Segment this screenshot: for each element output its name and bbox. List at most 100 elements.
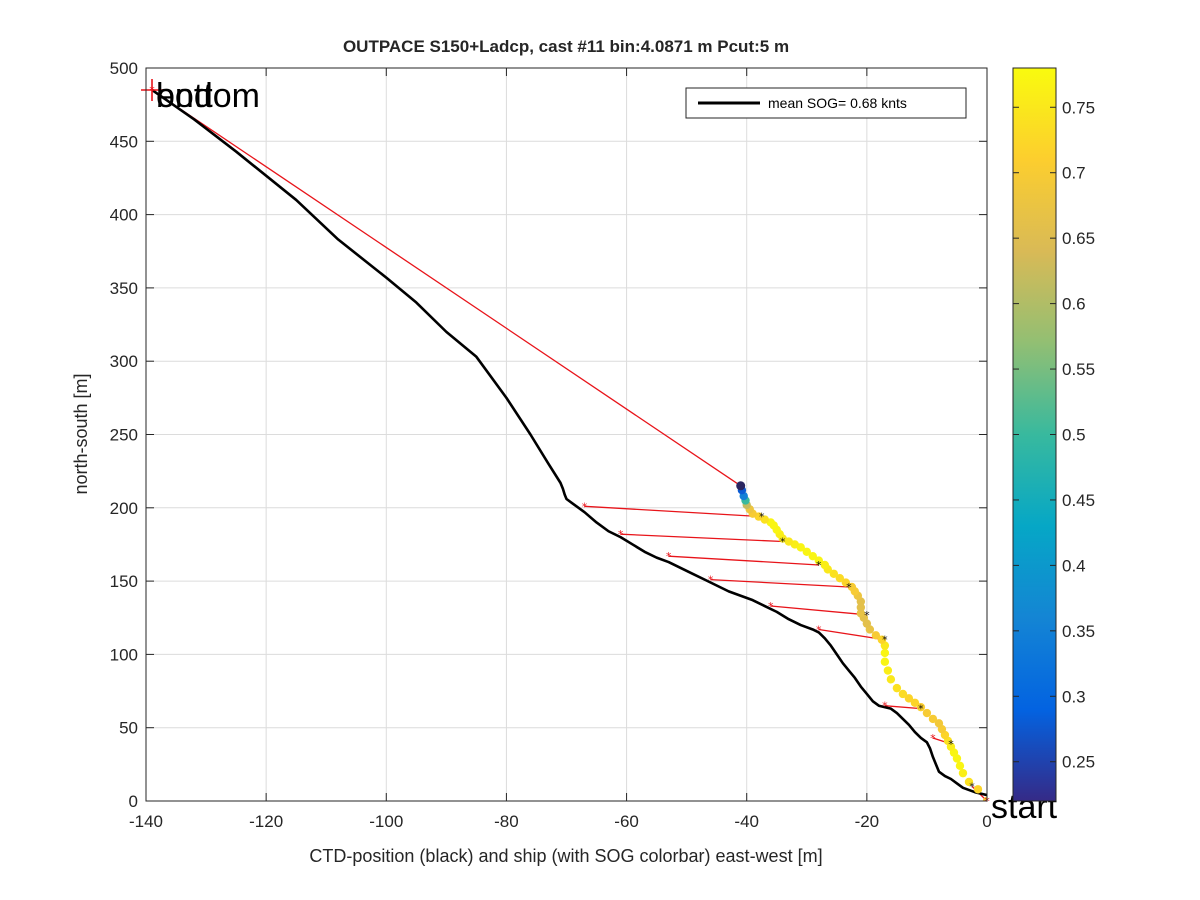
- ctd-marker: *: [708, 574, 714, 587]
- colorbar-tick-label: 0.55: [1062, 360, 1095, 379]
- ship-marker: *: [948, 738, 954, 751]
- ship-point: [802, 547, 811, 556]
- ship-point: [877, 635, 887, 644]
- y-tick-label: 450: [110, 132, 138, 151]
- y-tick-label: 0: [129, 792, 138, 811]
- ctd-marker: *: [816, 623, 822, 636]
- connector-line: [620, 533, 783, 543]
- ship-point: [928, 714, 938, 724]
- connector-line: [584, 505, 762, 518]
- y-tick-label: 500: [110, 59, 138, 78]
- annotation-bottom: bottom: [156, 77, 260, 115]
- y-tick-label: 350: [110, 279, 138, 298]
- y-tick-label: 250: [110, 426, 138, 445]
- ship-point: [973, 785, 983, 794]
- ship-marker: *: [882, 634, 888, 647]
- ship-point: [916, 702, 926, 712]
- ship-point: [808, 551, 817, 561]
- ship-point: [934, 719, 944, 728]
- ship-point: [910, 698, 920, 707]
- x-axis-ticks: -140 -120 -100 -80 -60 -40 -20 0: [129, 68, 992, 831]
- ship-marker: *: [846, 581, 852, 594]
- colorbar-tick-label: 0.25: [1062, 753, 1095, 772]
- ship-point: [964, 777, 974, 787]
- colorbar-ticks: 0.25 0.3 0.35 0.4 0.45 0.5 0.55 0.6 0.65 0.7 0.75: [1013, 98, 1095, 772]
- ship-point: [847, 582, 857, 592]
- colorbar-tick-label: 0.5: [1062, 426, 1086, 445]
- ship-marker: *: [816, 559, 822, 572]
- x-tick-label: -80: [494, 812, 519, 831]
- ship-point: [883, 666, 893, 675]
- ship-point: [856, 603, 866, 612]
- x-axis-label: CTD-position (black) and ship (with SOG …: [309, 846, 822, 866]
- y-tick-label: 50: [119, 719, 138, 738]
- x-tick-label: -20: [855, 812, 880, 831]
- ship-marker: *: [864, 609, 870, 622]
- ship-point: [856, 609, 866, 618]
- ctd-marker: *: [618, 528, 624, 541]
- ship-point: [922, 708, 932, 718]
- ctd-marker: *: [666, 550, 672, 563]
- ship-point: [835, 573, 845, 583]
- colorbar-tick-label: 0.7: [1062, 164, 1086, 183]
- ship-point: [982, 796, 987, 801]
- connector-line: [668, 555, 819, 566]
- colorbar-tick-label: 0.65: [1062, 229, 1095, 248]
- colorbar-tick-label: 0.4: [1062, 556, 1086, 575]
- colorbar-tick-label: 0.6: [1062, 295, 1086, 314]
- ctd-track-series: [151, 88, 987, 797]
- marker-layer: ********************: [141, 78, 990, 808]
- x-tick-label: -40: [734, 812, 759, 831]
- ship-point: [814, 556, 823, 565]
- ship-point: [892, 683, 902, 693]
- x-tick-label: -60: [614, 812, 639, 831]
- ctd-marker: *: [582, 500, 588, 513]
- x-tick-label: -120: [249, 812, 283, 831]
- x-tick-label: -140: [129, 812, 163, 831]
- ship-marker: *: [918, 703, 924, 716]
- connector-line: [151, 89, 742, 487]
- ship-point: [841, 578, 851, 587]
- y-tick-label: 400: [110, 206, 138, 225]
- ship-marker: *: [969, 780, 975, 793]
- colorbar-tick-label: 0.45: [1062, 491, 1095, 510]
- connector-line: [884, 705, 921, 710]
- colorbar-tick-label: 0.35: [1062, 622, 1095, 641]
- colorbar: 0.25 0.3 0.35 0.4 0.45 0.5 0.55 0.6 0.65 0.7 0.75: [1012, 67, 1095, 802]
- legend: mean SOG= 0.68 knts: [685, 87, 967, 119]
- ship-point: [880, 648, 890, 658]
- ship-point: [904, 694, 914, 703]
- y-axis-label: north-south [m]: [71, 373, 91, 494]
- ship-point: [871, 631, 881, 640]
- y-axis-ticks: 0 50 100 150 200 250 300 350 400 450 500: [110, 59, 987, 811]
- colorbar-tick-label: 0.75: [1062, 98, 1095, 117]
- y-tick-label: 100: [110, 645, 138, 664]
- y-tick-label: 200: [110, 499, 138, 518]
- legend-label: mean SOG= 0.68 knts: [768, 95, 907, 111]
- x-tick-label: -100: [369, 812, 403, 831]
- colorbar-tick-label: 0.3: [1062, 687, 1086, 706]
- ctd-track-line: [151, 88, 987, 797]
- ship-point: [829, 569, 839, 578]
- y-tick-label: 150: [110, 572, 138, 591]
- ctd-marker: *: [930, 732, 936, 745]
- y-tick-label: 300: [110, 352, 138, 371]
- ship-point: [955, 761, 965, 771]
- ship-point: [820, 560, 830, 570]
- annotation-end: end: [156, 77, 213, 115]
- connector-line: [770, 605, 867, 616]
- ship-point: [898, 689, 908, 699]
- chart-title: OUTPACE S150+Ladcp, cast #11 bin:4.0871 …: [343, 37, 789, 56]
- ship-sog-series: [736, 481, 987, 801]
- ctd-marker: *: [768, 600, 774, 613]
- ship-point: [880, 657, 890, 666]
- ship-end-dot: [736, 481, 746, 491]
- ship-point: [958, 768, 968, 778]
- connector-line: [710, 578, 849, 588]
- ctd-marker: *: [882, 700, 888, 713]
- ship-marker: *: [759, 511, 765, 524]
- ship-marker: *: [780, 536, 786, 549]
- x-tick-label: 0: [982, 812, 991, 831]
- ship-point: [886, 675, 896, 684]
